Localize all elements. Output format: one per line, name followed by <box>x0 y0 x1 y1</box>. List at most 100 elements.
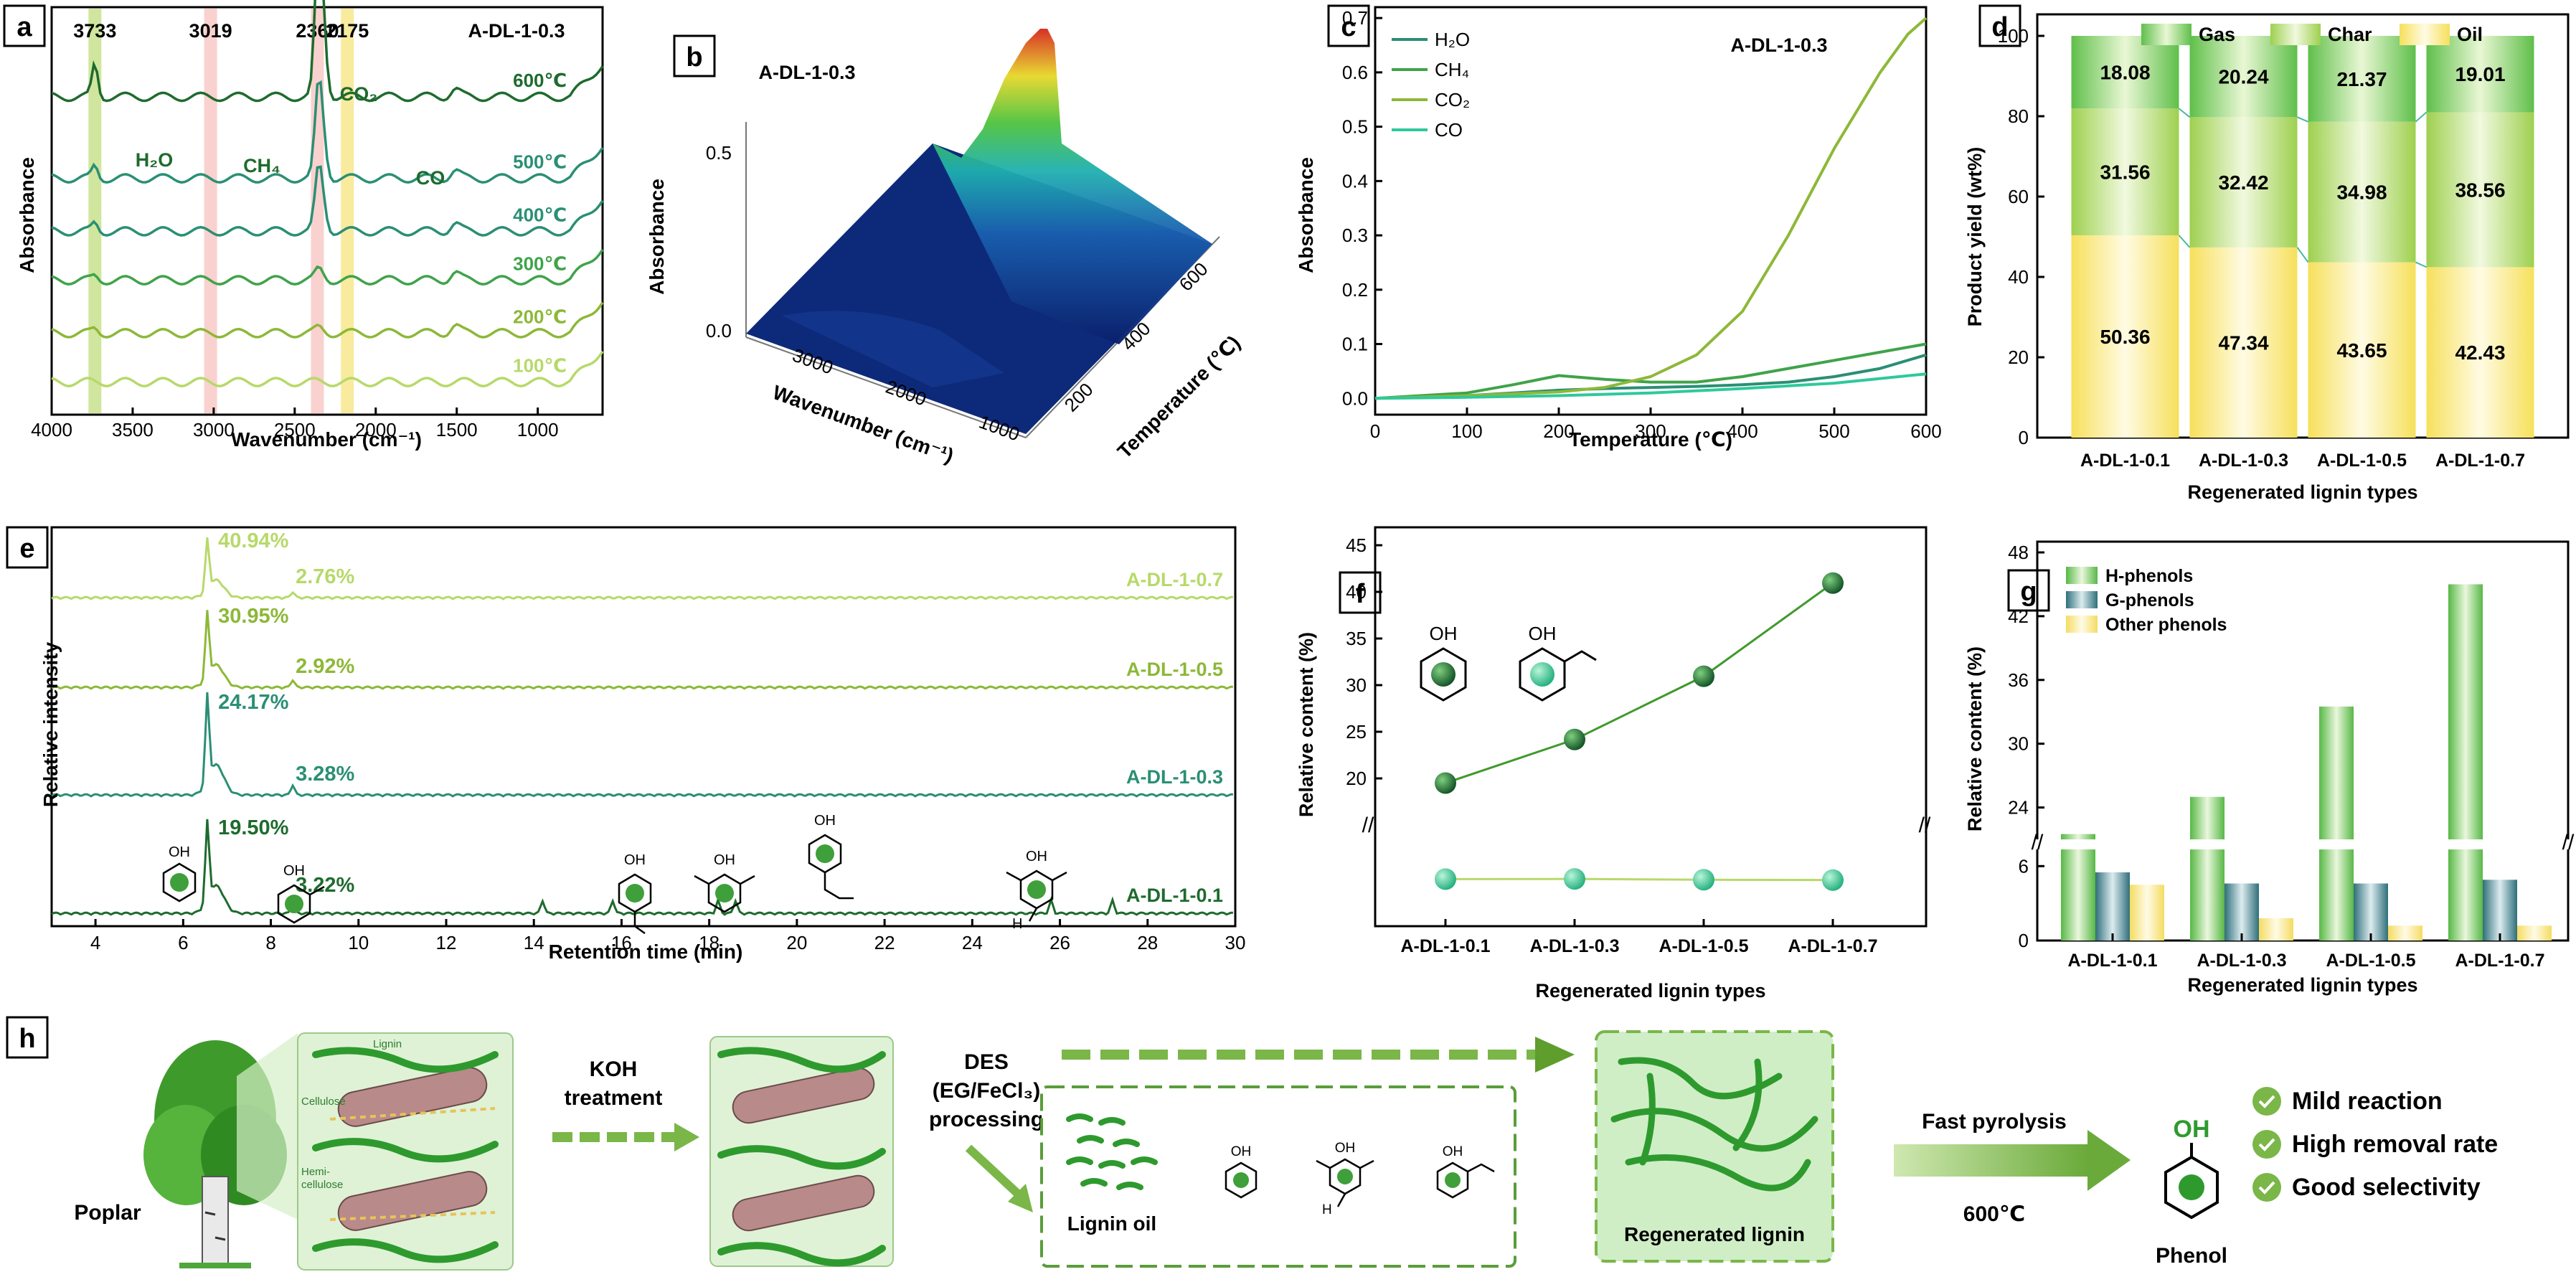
absorption-band <box>311 9 324 413</box>
bar-segment <box>2426 112 2534 268</box>
hemicellulose-label-2: cellulose <box>301 1179 343 1191</box>
series-line <box>1445 582 1834 784</box>
x-tick-label: 26 <box>1049 932 1070 953</box>
x-tick-label: 100 <box>1451 420 1482 442</box>
guaiacol-legend-icon: OH <box>1519 623 1597 702</box>
legend-label: H₂O <box>1435 29 1470 50</box>
svg-text:OH: OH <box>1529 623 1557 644</box>
y-tick-label: 100 <box>1998 25 2029 47</box>
y-tick-label: 0 <box>2019 930 2029 951</box>
legend: H₂O CH₄ CO₂ CO <box>1392 29 1470 141</box>
sample-label: A-DL-1-0.7 <box>1126 569 1223 590</box>
svg-text:OH: OH <box>814 813 836 829</box>
phenol-legend-icon: OH <box>1420 623 1467 702</box>
svg-text:OH: OH <box>1231 1144 1252 1159</box>
connector-line <box>2415 261 2427 268</box>
x-tick-label: A-DL-1-0.5 <box>2326 951 2415 971</box>
legend-label: Char <box>2328 24 2372 45</box>
panel-label: g <box>2020 577 2037 607</box>
bar-segment <box>2308 121 2416 263</box>
des-label-1: DES <box>964 1050 1009 1074</box>
y-tick-label: 0.3 <box>1342 225 1368 246</box>
phenol-molecule-icon: OH <box>1225 1144 1258 1199</box>
oil-arrow-head <box>1008 1184 1033 1212</box>
legend-label: Other phenols <box>2105 615 2227 635</box>
bar <box>2095 872 2130 941</box>
y-tick-label: 0.7 <box>1342 7 1368 29</box>
lignin-label: Lignin <box>373 1038 402 1050</box>
legend-label: CO <box>1435 119 1463 141</box>
x-axis <box>745 336 1027 438</box>
des-arrow-head <box>1535 1037 1575 1073</box>
y-axis-label: Product yield (wt%) <box>1964 147 1986 327</box>
bar-segment <box>2426 267 2534 438</box>
x-tick-label: 300 <box>1635 420 1666 442</box>
panel-c-gas-evolution: c 0 100 200 300 400 500 6000.00.10.20.30.40.50… <box>1295 4 1942 451</box>
x-tick-label: 24 <box>962 932 983 953</box>
x-tick-label: 14 <box>524 932 544 953</box>
x-tick-label: 200 <box>1543 420 1574 442</box>
y-axis-label: Absorbance <box>16 157 38 273</box>
panel-label: h <box>19 1024 35 1054</box>
fast-pyrolysis-label: Fast pyrolysis <box>1922 1110 2067 1134</box>
data-point <box>1564 728 1585 750</box>
benefit-removal: High removal rate <box>2292 1131 2498 1158</box>
x-tick-label: A-DL-1-0.5 <box>1659 936 1748 956</box>
x-axis-label: Wavenumber (cm⁻¹) <box>231 428 422 451</box>
svg-text:OH: OH <box>1430 623 1458 644</box>
series-line <box>1445 877 1834 882</box>
plot-frame <box>50 526 1237 928</box>
oil-arrow <box>965 1144 1022 1198</box>
phenol-product-icon <box>2164 1143 2219 1220</box>
svg-text:OH: OH <box>624 852 646 868</box>
bar-segment <box>2071 235 2179 438</box>
temperature-label: 500℃ <box>513 151 567 173</box>
koh-label-1: KOH <box>590 1057 638 1081</box>
benefit-mild: Mild reaction <box>2292 1088 2443 1115</box>
x-tick-label: 500 <box>1818 420 1849 442</box>
plot-frame <box>50 6 604 416</box>
guaiacol-percent-label: 2.76% <box>296 565 354 588</box>
legend-swatch <box>2270 24 2321 45</box>
x-tick-label: A-DL-1-0.3 <box>2197 951 2286 971</box>
band-label: 3733 <box>73 20 116 42</box>
x-tick-label: 2000 <box>355 419 397 440</box>
connector-line <box>2178 108 2191 118</box>
bar-segment <box>2189 36 2298 118</box>
lignin-oil-label: Lignin oil <box>1067 1212 1156 1235</box>
z-tick: 0.5 <box>706 142 732 164</box>
x-tick-label: 600 <box>1910 420 1941 442</box>
panel-b-3d-surface: b A-DL-1-0.3 0.5 0.0 Absorbance 3000 200… <box>646 29 1245 467</box>
panel-f-label-box: f <box>1339 571 1382 614</box>
pyrolysis-arrow-head <box>2087 1130 2131 1191</box>
y-tick-label: 45 <box>1346 534 1367 556</box>
phenol-percent-label: 40.94% <box>218 529 289 552</box>
bar-segment <box>2308 262 2416 438</box>
x-tick-label: A-DL-1-0.1 <box>2080 451 2170 471</box>
oil-droplets-icon <box>1066 1113 1158 1190</box>
data-label: 47.34 <box>2218 331 2268 354</box>
temperature-label: 400℃ <box>513 204 567 225</box>
x-tick-label: 10 <box>348 932 369 953</box>
d-plot-group: 50.36 31.56 18.08 A-DL-1-0.1 47.34 32.42 20.24… <box>1998 25 2534 471</box>
phenol-percent-label: 30.95% <box>218 605 289 628</box>
x-tick-label: 8 <box>265 932 275 953</box>
koh-arrow-head <box>674 1123 699 1151</box>
koh-label-2: treatment <box>565 1086 663 1110</box>
temperature-label: 600℃ <box>513 70 567 91</box>
axis-break-mark: // <box>2032 831 2044 854</box>
y-tick-label: 25 <box>1346 721 1367 743</box>
y-axis-label: Absorbance <box>1295 157 1317 273</box>
svg-text:OH: OH <box>169 844 190 860</box>
axis-break-mark: // <box>1362 814 1374 837</box>
data-point <box>1564 868 1585 890</box>
c-plot-group: 0 100 200 300 400 500 600 0.0 0.1 0.2 0.3 0.4 0.5 0.6… <box>1342 7 1942 442</box>
guaiacol-structure-icon: OH <box>277 863 325 924</box>
bar <box>2061 834 2095 941</box>
chromatogram-line <box>51 537 1233 600</box>
svg-text:H: H <box>1322 1202 1332 1217</box>
y-tick-label: 36 <box>2008 669 2029 691</box>
band-label: 2360 <box>296 20 339 42</box>
guaiacol-molecule-icon: OH <box>1436 1144 1495 1199</box>
